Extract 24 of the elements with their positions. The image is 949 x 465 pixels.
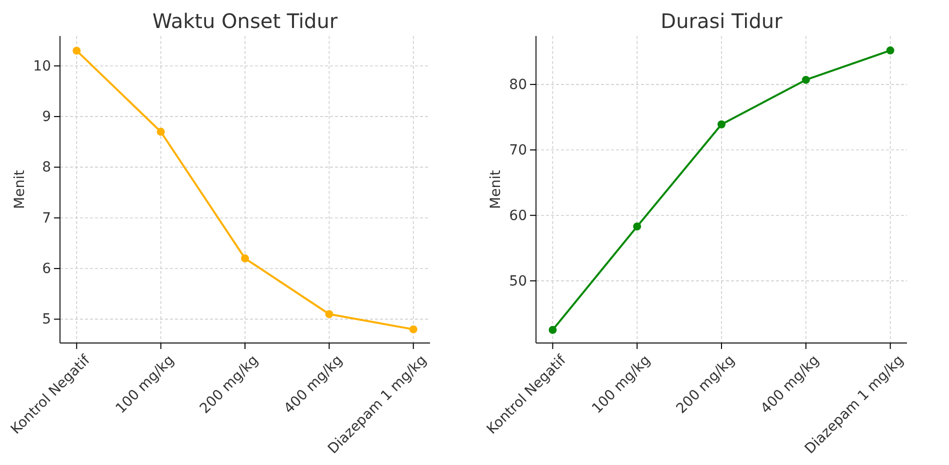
point [409, 325, 418, 334]
y-tick-label: 9 [42, 109, 51, 126]
y-tick-label: 6 [42, 261, 52, 278]
point [802, 76, 810, 84]
chart-title: Durasi Tidur [660, 9, 784, 33]
point [548, 326, 557, 334]
y-axis-title: Menit [12, 170, 28, 209]
y-tick-label: 8 [42, 160, 51, 176]
point [325, 310, 334, 318]
y-tick-label: 60 [509, 208, 527, 224]
point [886, 46, 894, 54]
point [241, 254, 249, 262]
point [718, 120, 726, 128]
point [72, 46, 81, 55]
chart-title: Waktu Onset Tidur [152, 9, 338, 33]
y-tick-label: 7 [42, 210, 51, 226]
y-axis-title: Menit [488, 170, 504, 209]
y-tick-label: 50 [509, 273, 527, 290]
point [156, 128, 165, 136]
y-tick-label: 10 [33, 58, 51, 74]
y-tick-label: 70 [509, 142, 527, 158]
point [633, 222, 642, 230]
y-tick-label: 80 [509, 76, 527, 93]
y-tick-label: 5 [42, 312, 51, 328]
